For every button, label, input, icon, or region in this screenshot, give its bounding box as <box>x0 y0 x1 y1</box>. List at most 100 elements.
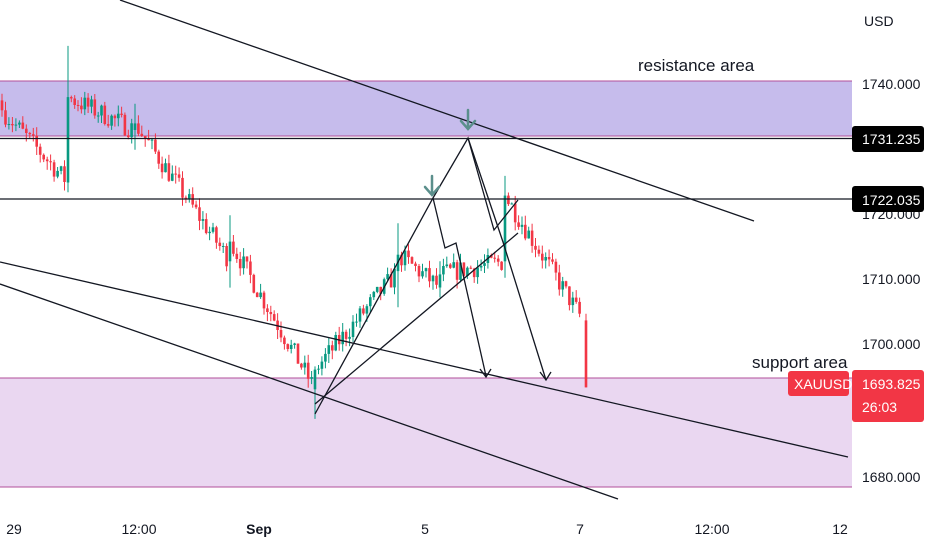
candle-body <box>90 99 93 107</box>
candle-body <box>143 135 147 139</box>
candle-body <box>507 195 510 205</box>
candle-body <box>11 124 14 126</box>
candle-body <box>462 262 466 276</box>
candle-body <box>534 245 537 250</box>
channel-lower-line <box>0 283 619 500</box>
candle-body <box>245 256 249 262</box>
candle-body <box>123 114 127 136</box>
candle-body <box>424 268 428 272</box>
candle-body <box>188 194 191 200</box>
candle-body <box>113 115 117 119</box>
candle-body <box>194 204 198 208</box>
candle-body <box>14 124 18 126</box>
level-tag-1722: 1722.035 <box>852 186 924 212</box>
candle-body <box>49 161 52 163</box>
candle-body <box>389 274 393 288</box>
candle-body <box>32 134 35 136</box>
candle-body <box>38 146 42 155</box>
time-tick-label: 12:00 <box>121 521 156 537</box>
candle-body <box>584 320 588 388</box>
candle-body <box>147 138 150 141</box>
candle-body <box>351 321 355 337</box>
down-arrow-icon <box>423 174 441 197</box>
candle-body <box>45 159 49 162</box>
candle-body <box>289 344 293 349</box>
candle-body <box>164 163 167 173</box>
candle-body <box>262 292 266 309</box>
candle-body <box>300 363 303 368</box>
candle-body <box>306 362 310 379</box>
candle-body <box>228 241 232 262</box>
candle-body <box>303 362 307 368</box>
candle-body <box>483 263 486 266</box>
candle-body <box>198 207 201 221</box>
candle-body <box>35 135 38 147</box>
candle-body <box>25 128 28 133</box>
symbol-label: XAUUSD <box>794 376 852 392</box>
support-area-label: support area <box>752 353 848 372</box>
candle-body <box>73 98 76 105</box>
candle-body <box>493 257 496 259</box>
candle-body <box>341 331 344 345</box>
candle-body <box>466 267 469 276</box>
annotations-layer: resistance area support area <box>638 56 848 372</box>
candle-body <box>578 301 581 314</box>
projection-path-1 <box>432 197 487 377</box>
candle-body <box>574 297 578 302</box>
channel-upper-line <box>119 0 755 222</box>
candle-body <box>266 308 269 312</box>
candle-body <box>181 177 184 198</box>
candle-body <box>369 297 372 307</box>
candle-body <box>269 312 273 315</box>
candle-body <box>83 97 87 110</box>
candle-body <box>452 262 455 268</box>
candle-body <box>355 321 358 323</box>
candle-body <box>564 281 568 287</box>
candle-body <box>106 124 110 126</box>
candle-body <box>386 274 389 280</box>
candle-body <box>204 219 208 234</box>
time-axis[interactable]: 29 12:00 Sep 5 7 12:00 12 <box>6 521 848 537</box>
candle-body <box>417 266 421 277</box>
candle-body <box>428 268 431 282</box>
candle-body <box>177 174 181 178</box>
candle-body <box>500 261 503 270</box>
candle-body <box>571 297 575 306</box>
zones-layer <box>0 80 852 488</box>
current-price-label: 1693.825 <box>862 376 921 392</box>
candle-body <box>150 139 154 141</box>
candle-body <box>490 255 493 258</box>
candle-body <box>127 135 130 138</box>
candle-body <box>93 99 97 116</box>
candle-body <box>438 274 442 288</box>
level-tag-label: 1722.035 <box>862 192 921 208</box>
candle-body <box>117 113 120 119</box>
candle-body <box>76 105 80 106</box>
candle-body <box>52 162 56 177</box>
candle-body <box>510 203 514 205</box>
candle-body <box>517 222 520 227</box>
candle-body <box>544 257 547 261</box>
candle-body <box>365 306 369 314</box>
candle-body <box>86 97 90 107</box>
channel-middle-line <box>0 261 849 458</box>
candle-body <box>331 345 334 351</box>
candle-body <box>238 259 242 269</box>
candle-body <box>558 272 561 290</box>
candle-body <box>561 281 564 290</box>
candle-body <box>469 267 473 269</box>
current-price-tag: 1693.825 26:03 <box>852 370 924 422</box>
candle-body <box>4 110 7 125</box>
candle-body <box>313 369 317 390</box>
candle-body <box>410 257 414 264</box>
down-arrow-icon <box>459 108 477 131</box>
pattern-zigzag <box>314 136 519 415</box>
projection-arrowhead-2 <box>539 371 552 382</box>
price-axis[interactable]: USD 1740.000 1720.000 1710.000 1700.000 … <box>788 13 924 485</box>
candle-body <box>393 268 396 288</box>
time-tick-label: 7 <box>576 521 584 537</box>
candle-body <box>96 115 100 117</box>
candle-body <box>103 105 107 124</box>
currency-label: USD <box>864 13 894 29</box>
